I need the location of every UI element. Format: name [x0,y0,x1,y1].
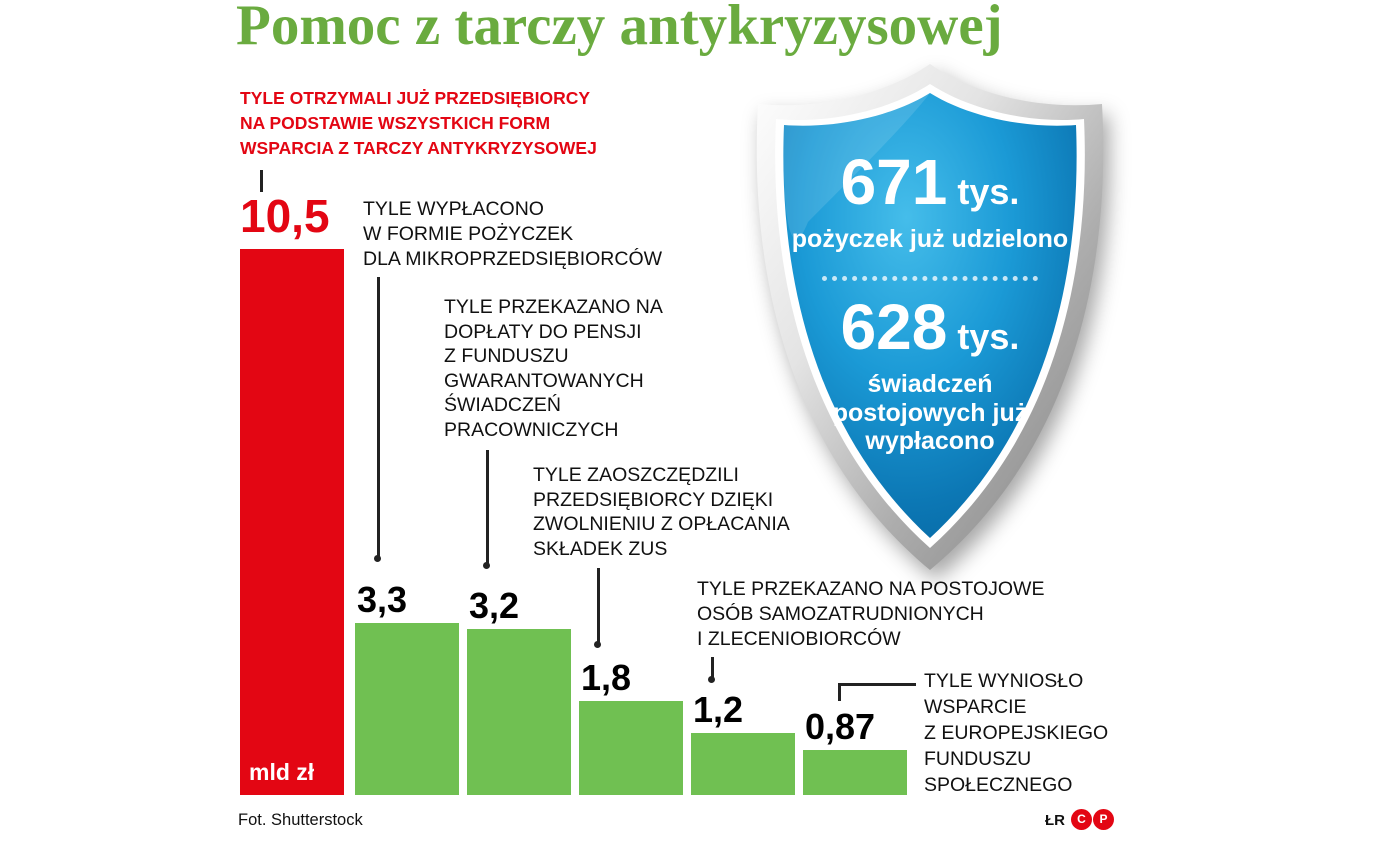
connector-line-micro-loans [377,277,380,557]
annotation-standstill-benefit: TYLE PRZEKAZANO NA POSTOJOWE OSÓB SAMOZA… [697,578,1045,650]
page-title: Pomoc z tarczy antykryzysowej [236,0,1003,57]
photo-credit: Fot. Shutterstock [238,811,363,829]
loans-count: 671 [840,146,948,218]
bar-value-efs-support: 0,87 [805,706,876,747]
bar-micro-loans: 3,3 [355,582,459,795]
benefits-count: 628 [840,291,948,363]
bar-zus-exemption: 1,8 [579,660,683,795]
author-initials: ŁR [1045,812,1065,829]
shield-stat-loans: 671 tys. [718,150,1142,214]
loans-label: pożyczek już udzielono [791,225,1069,253]
bar-standstill-benefit: 1,2 [691,692,795,795]
connector-dot-micro-loans [374,555,381,562]
annotation-salary-subsidies: TYLE PRZEKAZANO NA DOPŁATY DO PENSJI Z F… [444,296,663,441]
bar-efs-support: 0,87 [803,709,907,795]
benefits-unit: tys. [957,316,1020,357]
connector-line-total [260,170,263,192]
connector-dot-standstill-benefit [708,676,715,683]
bar-value-standstill-benefit: 1,2 [693,689,744,730]
bar-value-total: 10,5 [240,190,330,242]
loans-unit: tys. [957,171,1020,212]
shield-text-block: 671 tys. pożyczek już udzielono 628 tys. ś… [718,52,1142,582]
connector-line-salary-subsidies [486,450,489,565]
total-support-annotation: TYLE OTRZYMALI JUŻ PRZEDSIĘBIORCY NA POD… [240,88,597,158]
connector-line-zus-exemption [597,568,600,644]
annotation-zus-exemption: TYLE ZAOSZCZĘDZILI PRZEDSIĘBIORCY DZIĘKI… [533,464,790,560]
shield-divider [822,276,1038,281]
copyright-icon: C [1071,809,1092,830]
benefits-label: świadczeń postojowych już wypłacono [832,370,1028,455]
connector-line-efs-horizontal [838,683,916,686]
shield-icon [756,64,1104,570]
shield-callout: 671 tys. pożyczek już udzielono 628 tys. ś… [718,52,1142,582]
connector-dot-salary-subsidies [483,562,490,569]
connector-dot-zus-exemption [594,641,601,648]
bar-total-support: 10,5 mld zł [240,193,344,795]
connector-line-efs-vertical [838,683,841,701]
published-icon: P [1093,809,1114,830]
bar-value-salary-subsidies: 3,2 [469,585,520,626]
connector-line-standstill-benefit [711,657,714,679]
annotation-efs-support: TYLE WYNIOSŁO WSPARCIE Z EUROPEJSKIEGO F… [924,670,1109,796]
bar-value-zus-exemption: 1,8 [581,657,632,698]
bar-salary-subsidies: 3,2 [467,588,571,795]
axis-unit-label: mld zł [249,759,315,785]
shield-stat-benefits: 628 tys. [718,295,1142,359]
annotation-micro-loans: TYLE WYPŁACONO W FORMIE POŻYCZEK DLA MIK… [363,198,663,270]
bar-value-micro-loans: 3,3 [357,579,408,620]
